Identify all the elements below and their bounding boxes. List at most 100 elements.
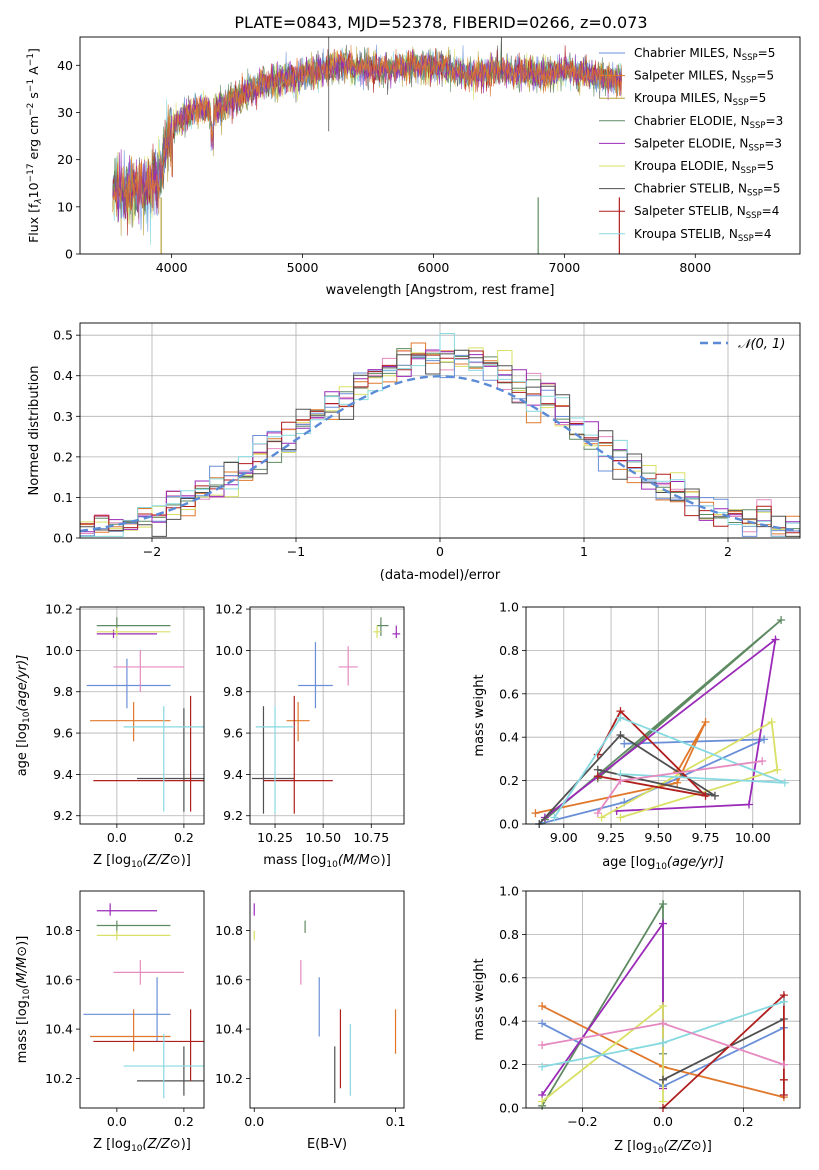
weight-vs-age-xtick-label: 9.25: [597, 830, 625, 845]
weight-vs-age-series: [531, 616, 789, 828]
spectrum-ytick-label: 30: [57, 105, 73, 120]
weight-marker: [616, 731, 625, 740]
mass-vs-EBV-ytick-label: 10.2: [215, 1071, 243, 1086]
residual-steps: [80, 333, 800, 537]
legend-entry: Chabrier STELIB, NSSP=5: [634, 182, 781, 199]
weight-vs-Z-ytick-label: 0.4: [499, 1014, 519, 1029]
weight-vs-age-ytick-label: 1.0: [499, 600, 519, 615]
weight-marker: [779, 1075, 788, 1084]
weight-marker: [659, 900, 667, 909]
mass-vs-Z-frame: [79, 890, 205, 1109]
weight-marker: [779, 997, 788, 1006]
weight-vs-age-ylabel: mass weight: [472, 674, 487, 756]
residuals-frame: [79, 322, 801, 539]
weight-marker: [659, 1019, 667, 1028]
weight-marker: [616, 813, 625, 822]
spectrum-xtick-label: 4000: [156, 260, 188, 275]
weight-line: [553, 716, 786, 818]
weight-marker: [659, 1075, 667, 1084]
age-vs-mass-ytick-label: 9.8: [223, 684, 243, 699]
residuals-xtick-label: −2: [143, 544, 161, 559]
weight-vs-Z-xtick-label: −0.2: [567, 1114, 597, 1129]
gaussian-curve: [80, 374, 800, 533]
legend-entry: Salpeter MILES, NSSP=5: [634, 69, 774, 86]
mass-vs-Z-ytick-label: 10.6: [45, 972, 73, 987]
spectrum-ytick-label: 20: [57, 152, 73, 167]
residuals-ytick-label: 0.0: [53, 531, 73, 546]
weight-vs-Z-frame: [525, 890, 801, 1109]
age-vs-mass-xtick-label: 10.25: [257, 830, 293, 845]
weight-vs-age-frame: [525, 606, 801, 825]
mass-vs-EBV-xlabel: E(B-V): [307, 1137, 347, 1152]
age-vs-Z-ytick-label: 9.4: [53, 767, 73, 782]
spectrum-axes: 4000 5000 6000 7000 8000 0 10 20 30 40: [57, 58, 711, 275]
weight-vs-Z-ylabel: mass weight: [472, 958, 487, 1040]
weight-line: [544, 637, 777, 819]
mass-vs-Z-axes: 0.0 0.2 10.2 10.4 10.6 10.8: [45, 923, 194, 1129]
weight-marker: [538, 1041, 547, 1050]
residuals-xtick-label: 0: [436, 544, 444, 559]
legend-entry: Kroupa MILES, NSSP=5: [634, 91, 766, 108]
spectrum-xtick-label: 7000: [548, 260, 580, 275]
age-vs-mass-points: [251, 617, 401, 814]
legend-entry: 𝒩(0, 1): [738, 337, 785, 352]
age-vs-Z-ylabel: age [log10(age/yr)]: [15, 655, 32, 777]
weight-vs-Z-ytick-label: 0.0: [499, 1101, 519, 1116]
spectrum-xtick-label: 8000: [679, 260, 711, 275]
mass-vs-Z-xtick-label: 0.0: [107, 1114, 127, 1129]
mass-vs-EBV-axes: 0.0 0.1 10.2 10.4 10.6 10.8: [215, 923, 405, 1129]
age-vs-Z-points: [86, 617, 204, 812]
weight-marker: [758, 757, 767, 766]
weight-vs-Z-series: [538, 900, 788, 1112]
legend-entry: Salpeter ELODIE, NSSP=3: [634, 136, 782, 153]
age-vs-Z-xtick-label: 0.2: [174, 830, 194, 845]
weight-vs-age-xtick-label: 9.75: [692, 830, 720, 845]
legend-entry: Chabrier MILES, NSSP=5: [634, 46, 775, 63]
weight-marker: [616, 713, 625, 722]
weight-marker: [673, 778, 682, 787]
mass-vs-EBV-ytick-label: 10.6: [215, 972, 243, 987]
weight-marker: [659, 1038, 667, 1047]
legend-entry: Chabrier ELODIE, NSSP=3: [634, 114, 783, 131]
age-vs-mass-xtick-label: 10.75: [353, 830, 389, 845]
weight-marker: [616, 776, 625, 785]
weight-marker: [593, 809, 602, 818]
weight-vs-Z-ytick-label: 1.0: [499, 884, 519, 899]
weight-line: [541, 920, 664, 1096]
residuals-ytick-label: 0.4: [53, 368, 73, 383]
residuals-ylabel: Normed distribution: [27, 366, 42, 496]
residuals-xlabel: (data-model)/error: [380, 568, 501, 583]
age-vs-Z-frame: [79, 606, 205, 825]
residuals-xtick-label: 2: [724, 544, 732, 559]
mass-vs-EBV-xtick-label: 0.0: [244, 1114, 264, 1129]
mass-vs-EBV-ytick-label: 10.8: [215, 923, 243, 938]
weight-marker: [760, 735, 769, 744]
weight-vs-age-xtick-label: 9.00: [550, 830, 578, 845]
spectrum-xtick-label: 6000: [418, 260, 450, 275]
weight-vs-Z-xlabel: Z [log10(Z/Z⊙)]: [614, 1139, 712, 1156]
age-vs-Z-xlabel: Z [log10(Z/Z⊙)]: [93, 853, 191, 870]
age-vs-mass-ytick-label: 10.2: [215, 602, 243, 617]
weight-marker: [701, 718, 710, 727]
legend-entry: Kroupa ELODIE, NSSP=5: [634, 159, 774, 176]
weight-line: [541, 1004, 664, 1103]
spectrum-ytick-label: 40: [57, 58, 73, 73]
mass-vs-Z-ytick-label: 10.2: [45, 1071, 73, 1086]
weight-marker: [767, 718, 776, 727]
weight-marker: [550, 813, 559, 822]
residuals-ytick-label: 0.1: [53, 490, 73, 505]
weight-line: [597, 709, 709, 798]
age-vs-Z-ytick-label: 10.2: [45, 602, 73, 617]
weight-marker: [538, 1002, 547, 1011]
weight-vs-age-xlabel: age [log10(age/yr)]: [602, 855, 724, 872]
legend-entry: Salpeter STELIB, NSSP=4: [634, 204, 779, 221]
weight-vs-Z-xtick-label: 0.2: [734, 1114, 754, 1129]
weight-marker: [659, 919, 667, 928]
spectrum-ytick-label: 10: [57, 199, 73, 214]
weight-marker: [531, 809, 540, 818]
spectrum-ylabel: Flux [fλ10−17 erg cm−2 s−1 A−1]: [26, 48, 44, 243]
spectrum-xtick-label: 5000: [287, 260, 319, 275]
spectrum-frame: [79, 36, 801, 255]
residuals-ytick-label: 0.5: [53, 328, 73, 343]
mass-vs-Z-points: [83, 903, 204, 1099]
